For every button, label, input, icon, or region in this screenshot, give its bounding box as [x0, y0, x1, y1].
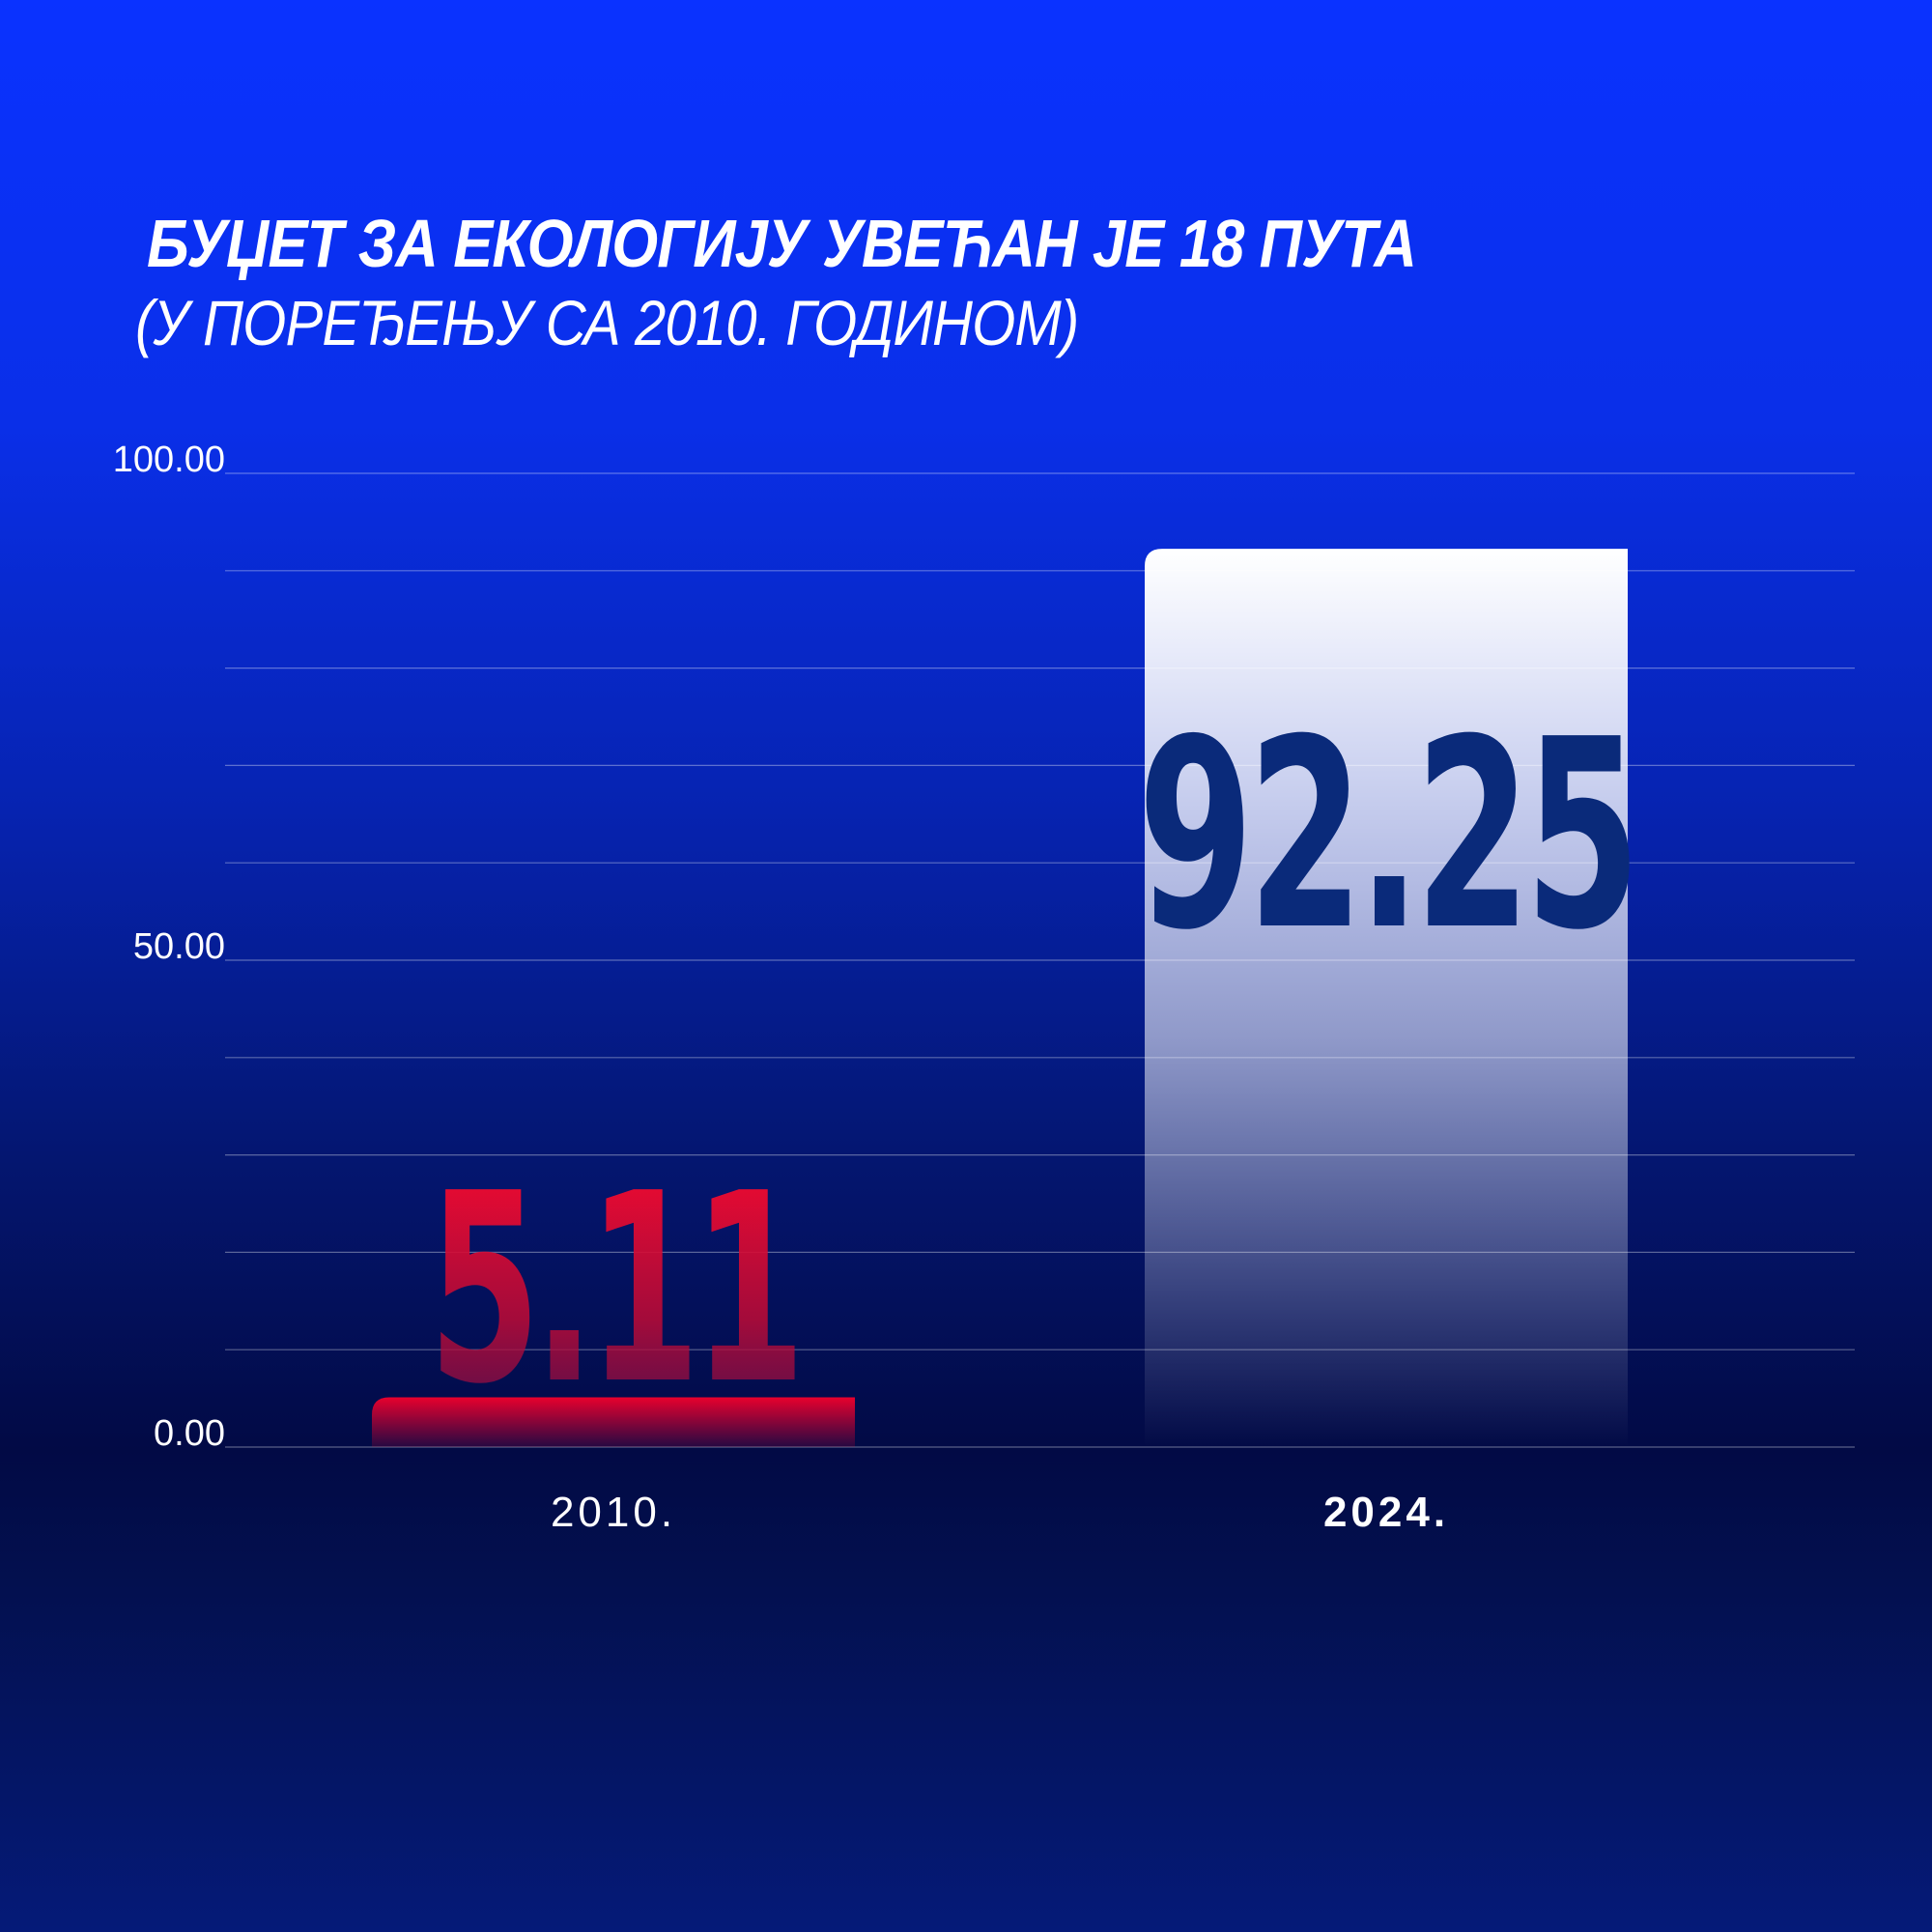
- bar-2010: [372, 1397, 855, 1447]
- y-axis-ticks: 0.00 50.00 100.00: [113, 440, 225, 1454]
- chart-subtitle: (У ПОРЕЂЕЊУ СА 2010. ГОДИНОМ): [135, 287, 1079, 358]
- y-tick-label: 100.00: [113, 440, 225, 480]
- x-tick-label: 2010.: [551, 1489, 676, 1536]
- y-tick-label: 0.00: [154, 1413, 225, 1454]
- bars: [372, 549, 1628, 1447]
- chart-title: БУЏЕТ ЗА ЕКОЛОГИЈУ УВЕЋАН ЈЕ 18 ПУТА: [147, 206, 1417, 281]
- value-label-2024: 92.25: [1138, 685, 1635, 987]
- x-axis-ticks: 2010. 2024.: [551, 1489, 1449, 1536]
- value-labels: 5.11 92.25: [428, 685, 1640, 1441]
- bar-2024: [1145, 549, 1628, 1447]
- value-label-2010: 5.11: [428, 1137, 798, 1441]
- y-tick-label: 50.00: [133, 926, 225, 967]
- x-tick-label: 2024.: [1323, 1489, 1449, 1536]
